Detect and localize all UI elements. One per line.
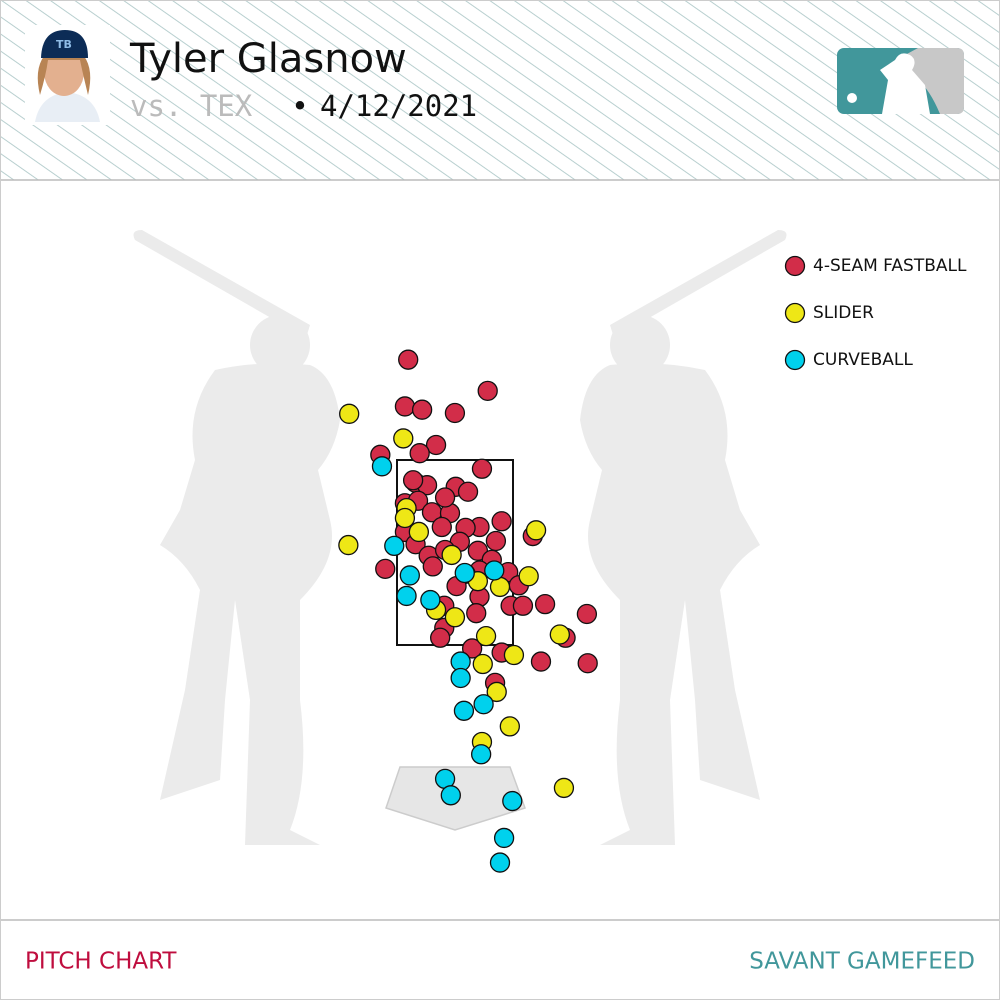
pitch <box>576 603 598 625</box>
pitch <box>472 653 493 675</box>
pitch <box>470 744 492 765</box>
pitch <box>434 487 456 508</box>
legend-swatch <box>784 255 806 277</box>
pitch <box>402 470 424 491</box>
pitch <box>486 681 507 703</box>
pitch <box>477 380 498 401</box>
pitch <box>398 349 419 370</box>
game-date: 4/12/2021 <box>320 89 477 123</box>
pitch <box>466 603 487 624</box>
pitch <box>502 790 523 812</box>
pitch <box>339 403 360 424</box>
player-name: Tyler Glasnow <box>129 36 407 82</box>
pitch <box>530 651 552 672</box>
header-band <box>0 0 1000 180</box>
footer-right: SAVANT GAMEFEED <box>749 949 975 975</box>
pitch <box>518 566 539 587</box>
pitch <box>534 593 556 615</box>
mlb-logo <box>837 48 964 114</box>
pitch <box>454 562 475 584</box>
pitches <box>338 349 598 873</box>
pitch <box>411 399 433 420</box>
legend-swatch <box>784 302 806 324</box>
legend-label: CURVEBALL <box>813 350 913 370</box>
pitch <box>338 534 359 556</box>
pitch <box>375 558 396 580</box>
pitch <box>420 589 441 611</box>
pitch <box>503 644 525 666</box>
pitch <box>471 458 493 479</box>
pitch <box>577 653 598 674</box>
pitch <box>493 827 515 849</box>
pitch <box>485 530 507 552</box>
legend-label: 4-SEAM FASTBALL <box>813 256 967 276</box>
pitch <box>444 607 466 628</box>
pitch <box>489 852 511 873</box>
pitch <box>525 520 547 541</box>
pitch <box>431 516 452 538</box>
pitch <box>396 585 417 607</box>
batter-right <box>580 230 787 845</box>
pitch <box>399 565 420 586</box>
pitch <box>553 777 575 799</box>
legend-swatch <box>784 349 806 371</box>
player-headshot: TB <box>25 25 110 125</box>
svg-text:TB: TB <box>56 38 72 51</box>
opponent: vs. TEX <box>130 89 253 123</box>
footer-left: PITCH CHART <box>25 949 177 975</box>
pitch <box>384 535 405 557</box>
pitch <box>499 716 520 737</box>
pitch <box>409 443 430 464</box>
pitch <box>371 456 393 477</box>
pitch <box>461 638 483 659</box>
pitch <box>475 625 497 647</box>
legend-label: SLIDER <box>813 303 874 323</box>
batter-left <box>133 230 340 845</box>
pitch <box>450 667 471 689</box>
pitch <box>453 700 475 721</box>
pitch <box>549 624 570 645</box>
pitch <box>422 556 443 577</box>
pitch <box>425 434 447 456</box>
pitch <box>441 544 462 566</box>
pitch <box>408 521 430 543</box>
pitch <box>473 694 494 715</box>
pitch <box>394 507 416 529</box>
pitch <box>394 396 416 417</box>
separator: • <box>291 89 308 123</box>
pitch <box>457 481 479 502</box>
pitch <box>393 428 414 449</box>
pitch <box>444 402 466 424</box>
pitch <box>484 560 505 581</box>
pitch <box>512 595 534 616</box>
pitch <box>491 511 512 532</box>
pitch <box>430 627 451 648</box>
pitch <box>440 785 461 806</box>
